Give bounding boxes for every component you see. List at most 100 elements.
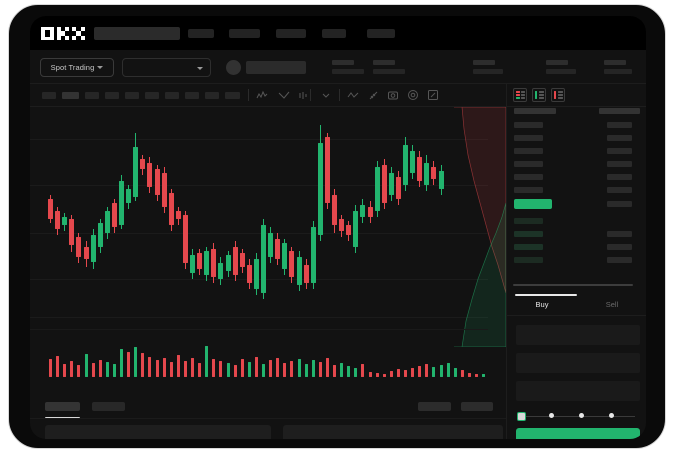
table-row[interactable]: [514, 135, 543, 141]
nav-item-markets[interactable]: [188, 29, 214, 38]
slider-node[interactable]: [609, 413, 614, 418]
table-row[interactable]: [607, 244, 632, 250]
nav-item-trade[interactable]: [229, 29, 260, 38]
candlestick: [239, 107, 245, 329]
order-book-rows[interactable]: [507, 106, 646, 288]
table-row[interactable]: [607, 257, 632, 263]
volume-bar: [98, 360, 102, 377]
candlestick: [190, 107, 195, 329]
tab-buy[interactable]: Buy: [535, 300, 549, 309]
interval-button[interactable]: [42, 92, 56, 99]
candlestick: [317, 107, 323, 329]
ob-mode-both[interactable]: [513, 88, 527, 102]
field-total[interactable]: [516, 381, 640, 401]
volume-bar: [219, 361, 223, 377]
tab-order-history[interactable]: [92, 402, 125, 411]
table-row[interactable]: [607, 187, 632, 193]
volume-bar: [482, 374, 486, 377]
panel-assets[interactable]: [283, 425, 503, 439]
interval-button[interactable]: [145, 92, 159, 99]
tab-open-orders[interactable]: [45, 402, 80, 411]
candlestick: [289, 107, 295, 329]
alert-icon[interactable]: [298, 89, 310, 101]
action-hide-other-pairs[interactable]: [418, 402, 451, 411]
panel-positions[interactable]: [45, 425, 271, 439]
interval-button[interactable]: [85, 92, 99, 99]
active-tab-indicator: [515, 294, 577, 296]
nav-item-derivatives[interactable]: [276, 29, 306, 38]
ruler-icon[interactable]: [367, 89, 379, 101]
trendline-icon[interactable]: [278, 89, 290, 101]
volume-bar: [91, 363, 95, 377]
amount-slider[interactable]: [517, 411, 639, 421]
table-row[interactable]: [514, 218, 543, 224]
toolbar-divider: [248, 89, 249, 101]
candlestick: [204, 107, 210, 329]
volume-bar: [120, 349, 123, 377]
chart-type-icon[interactable]: [347, 89, 359, 101]
table-row[interactable]: [607, 174, 632, 180]
tab-divider: [507, 315, 646, 316]
field-price[interactable]: [516, 325, 640, 345]
table-row[interactable]: [607, 201, 632, 207]
chevron-down-icon[interactable]: [320, 89, 332, 101]
field-amount[interactable]: [516, 353, 640, 373]
table-row[interactable]: [514, 244, 543, 250]
table-row[interactable]: [514, 122, 543, 128]
volume-bar: [418, 366, 422, 377]
candlestick-chart[interactable]: [30, 107, 488, 329]
interval-button[interactable]: [165, 92, 179, 99]
volume-bar: [311, 360, 315, 377]
okx-logo-icon[interactable]: [41, 27, 85, 40]
candlestick: [48, 107, 53, 329]
slider-node[interactable]: [549, 413, 554, 418]
table-row[interactable]: [607, 148, 632, 154]
table-row[interactable]: [514, 257, 543, 263]
candlestick: [275, 107, 281, 329]
action-cancel-all[interactable]: [461, 402, 493, 411]
search-input[interactable]: [94, 27, 180, 40]
interval-button[interactable]: [125, 92, 139, 99]
interval-button[interactable]: [62, 92, 79, 99]
volume-bar: [368, 372, 372, 377]
toolbar-divider: [310, 89, 311, 101]
interval-button[interactable]: [105, 92, 119, 99]
ob-mode-asks[interactable]: [551, 88, 565, 102]
submit-order-button[interactable]: [516, 428, 640, 439]
candlestick: [417, 107, 423, 329]
nav-item-more[interactable]: [367, 29, 395, 38]
volume-bar: [396, 369, 400, 377]
candlestick: [182, 107, 188, 329]
table-row[interactable]: [514, 161, 543, 167]
volume-bar: [354, 368, 358, 377]
volume-bar: [191, 358, 194, 377]
volume-bar: [240, 359, 244, 377]
trading-mode-selector[interactable]: Spot Trading: [40, 58, 114, 77]
table-row[interactable]: [514, 231, 543, 237]
interval-button[interactable]: [205, 92, 219, 99]
fullscreen-icon[interactable]: [427, 89, 439, 101]
candlestick: [69, 107, 75, 329]
candlestick: [147, 107, 153, 329]
interval-button[interactable]: [225, 92, 240, 99]
slider-node[interactable]: [579, 413, 584, 418]
table-row[interactable]: [514, 148, 543, 154]
volume-bar: [63, 364, 67, 377]
table-row[interactable]: [607, 231, 632, 237]
order-book-scrollbar[interactable]: [513, 284, 633, 286]
indicator-icon[interactable]: [256, 89, 268, 101]
slider-handle[interactable]: [517, 411, 526, 421]
interval-button[interactable]: [185, 92, 199, 99]
camera-icon[interactable]: [387, 89, 399, 101]
nav-item-earn[interactable]: [322, 29, 346, 38]
candlestick: [97, 107, 103, 329]
ob-mode-bids[interactable]: [532, 88, 546, 102]
table-row[interactable]: [514, 187, 543, 193]
table-row[interactable]: [607, 122, 632, 128]
tab-sell[interactable]: Sell: [605, 300, 619, 309]
table-row[interactable]: [607, 135, 632, 141]
table-row[interactable]: [514, 174, 543, 180]
settings-icon[interactable]: [407, 89, 419, 101]
trading-pair-selector[interactable]: [122, 58, 211, 77]
table-row[interactable]: [607, 161, 632, 167]
